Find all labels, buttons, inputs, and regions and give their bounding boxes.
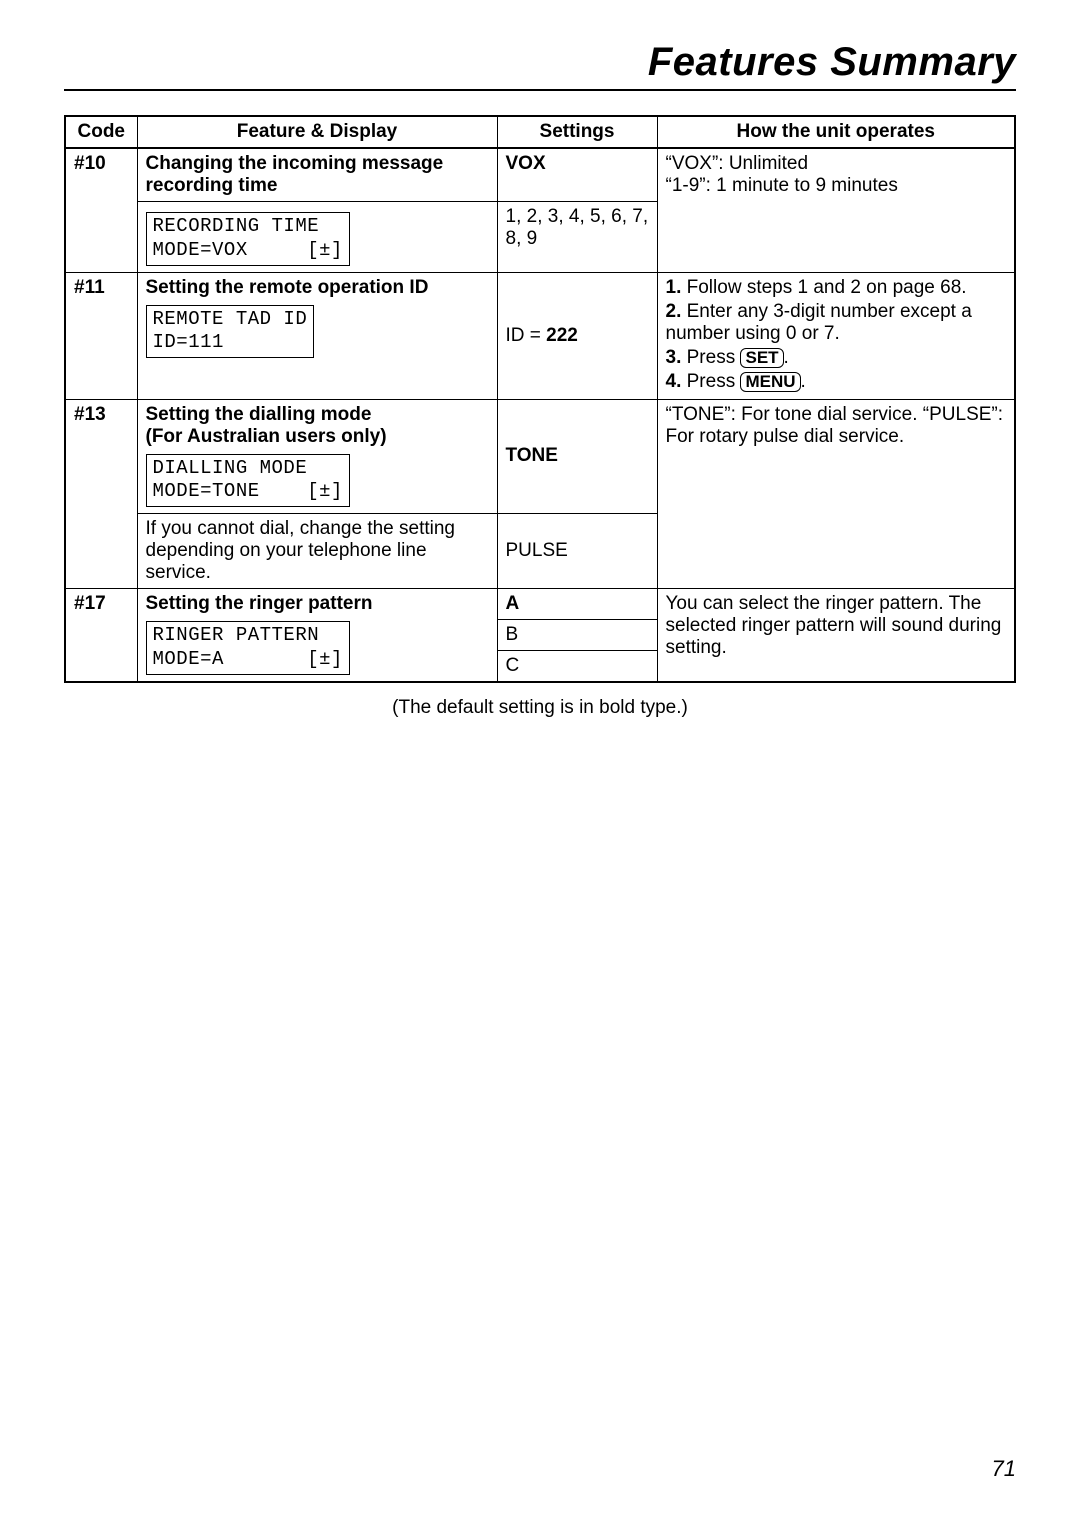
code-cell: #13 bbox=[65, 399, 137, 589]
feature-display-cell: RECORDING TIME MODE=VOX [±] bbox=[137, 202, 497, 273]
keycap-set: SET bbox=[740, 348, 783, 369]
settings-cell: ID = 222 bbox=[497, 272, 657, 399]
settings-cell: TONE bbox=[497, 399, 657, 514]
header-settings: Settings bbox=[497, 116, 657, 148]
table-row: #11 Setting the remote operation ID REMO… bbox=[65, 272, 1015, 399]
table-row: #17 Setting the ringer pattern RINGER PA… bbox=[65, 589, 1015, 620]
feature-title: Setting the dialling mode (For Australia… bbox=[146, 404, 387, 447]
page-container: Features Summary Code Feature & Display … bbox=[0, 0, 1080, 759]
operates-cell: “TONE”: For tone dial service. “PULSE”: … bbox=[657, 399, 1015, 589]
page-title: Features Summary bbox=[64, 40, 1016, 91]
feature-cell: Setting the dialling mode (For Australia… bbox=[137, 399, 497, 514]
operates-cell: 1. Follow steps 1 and 2 on page 68. 2. E… bbox=[657, 272, 1015, 399]
operates-cell: You can select the ringer pattern. The s… bbox=[657, 589, 1015, 683]
operates-text: “VOX”: Unlimited bbox=[666, 153, 809, 174]
keycap-menu: MENU bbox=[740, 372, 800, 393]
operation-steps: 1. Follow steps 1 and 2 on page 68. 2. E… bbox=[666, 277, 1007, 393]
feature-note-cell: If you cannot dial, change the setting d… bbox=[137, 514, 497, 589]
default-note: (The default setting is in bold type.) bbox=[64, 697, 1016, 719]
table-row: #13 Setting the dialling mode (For Austr… bbox=[65, 399, 1015, 514]
lcd-display: REMOTE TAD ID ID=111 bbox=[146, 305, 315, 359]
features-table: Code Feature & Display Settings How the … bbox=[64, 115, 1016, 683]
settings-cell: A bbox=[497, 589, 657, 620]
feature-cell: Setting the remote operation ID REMOTE T… bbox=[137, 272, 497, 399]
header-operates: How the unit operates bbox=[657, 116, 1015, 148]
feature-title: Changing the incoming message recording … bbox=[146, 153, 444, 196]
feature-cell: Changing the incoming message recording … bbox=[137, 148, 497, 202]
setting-label: ID = bbox=[506, 325, 547, 346]
feature-title: Setting the ringer pattern bbox=[146, 593, 373, 614]
table-header-row: Code Feature & Display Settings How the … bbox=[65, 116, 1015, 148]
settings-cell: VOX bbox=[497, 148, 657, 202]
lcd-display: RECORDING TIME MODE=VOX [±] bbox=[146, 212, 350, 266]
header-feature: Feature & Display bbox=[137, 116, 497, 148]
feature-title: Setting the remote operation ID bbox=[146, 277, 429, 298]
setting-default: 222 bbox=[546, 325, 578, 346]
settings-cell: 1, 2, 3, 4, 5, 6, 7, 8, 9 bbox=[497, 202, 657, 273]
operates-cell: “VOX”: Unlimited “1-9”: 1 minute to 9 mi… bbox=[657, 148, 1015, 272]
setting-default: TONE bbox=[506, 445, 558, 466]
code-cell: #17 bbox=[65, 589, 137, 683]
operates-text: “1-9”: 1 minute to 9 minutes bbox=[666, 175, 898, 196]
setting-default: A bbox=[506, 593, 520, 614]
code-cell: #11 bbox=[65, 272, 137, 399]
lcd-display: DIALLING MODE MODE=TONE [±] bbox=[146, 454, 350, 508]
settings-cell: C bbox=[497, 651, 657, 683]
setting-default: VOX bbox=[506, 153, 546, 174]
settings-cell: PULSE bbox=[497, 514, 657, 589]
lcd-display: RINGER PATTERN MODE=A [±] bbox=[146, 621, 350, 675]
page-number: 71 bbox=[992, 1456, 1016, 1482]
table-row: #10 Changing the incoming message record… bbox=[65, 148, 1015, 202]
feature-cell: Setting the ringer pattern RINGER PATTER… bbox=[137, 589, 497, 683]
code-cell: #10 bbox=[65, 148, 137, 272]
settings-cell: B bbox=[497, 620, 657, 651]
header-code: Code bbox=[65, 116, 137, 148]
